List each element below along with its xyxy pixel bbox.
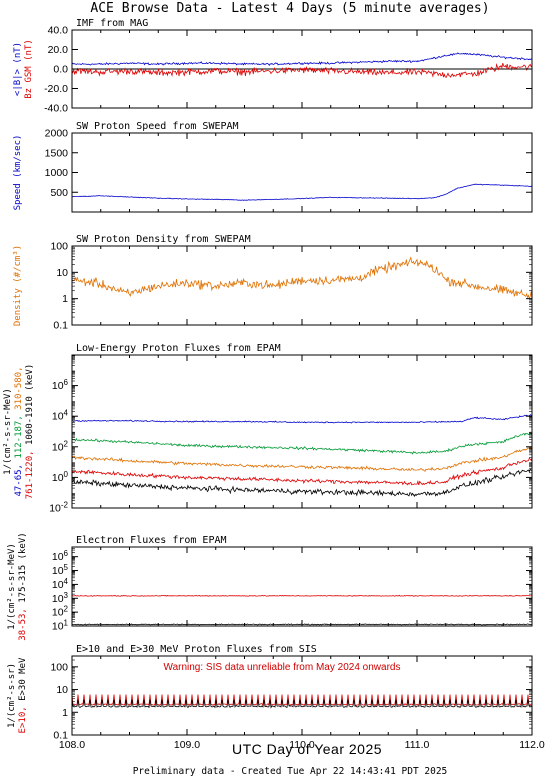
series-line-1 [72,256,532,300]
y-axis-label: 761-1220, 1060-1910 (keV) [25,364,35,499]
panel-4: Low-Energy Proton Fluxes from EPAM 106 104… [3,343,533,515]
panel-title: Electron Fluxes from EPAM [76,535,227,546]
y-tick-label: 0.0 [53,64,68,76]
y-axis-label: <|B|> (nT) [13,42,23,96]
y-axis-label: 1/(cm²-s-sr) [7,663,17,728]
series-line-1 [72,52,532,67]
panels: IMF from MAG 40.0 20.0 0.0 -20.0 -40.0 <|B|> (… [3,18,545,751]
y-tick-label: 104 [52,577,69,591]
y-tick-label: 0.1 [53,320,68,332]
y-axis-label: 1/(cm²-s-sr-MeV) [3,388,13,475]
panel-2: SW Proton Speed from SWEPAM 2000 1500 1000 5… [13,121,533,213]
y-tick-label: 105 [52,563,69,577]
y-tick-label: 100 [52,470,69,484]
y-tick-label: 106 [52,378,69,392]
y-axis-label: Bz GSM (nT) [24,39,34,99]
y-tick-label: 1 [62,707,68,719]
x-tick-label: 109.0 [174,739,200,751]
y-tick-label: 102 [52,439,69,453]
y-tick-label: 1 [62,293,68,305]
y-tick-label: 102 [52,605,69,619]
figure-title: ACE Browse Data - Latest 4 Days (5 minut… [90,1,489,16]
y-tick-label: 10-2 [49,501,68,515]
y-tick-label: 10 [56,684,68,696]
panel-title: SW Proton Speed from SWEPAM [76,121,239,132]
series-line-2 [72,432,532,455]
y-tick-label: 100 [50,241,68,253]
series-line-2 [72,62,532,78]
panel-title: Low-Energy Proton Fluxes from EPAM [76,343,281,354]
series-line-1 [72,594,532,597]
y-tick-label: 20.0 [48,44,69,56]
x-axis-label: UTC Day of Year 2025 [232,741,382,757]
panel-title: IMF from MAG [76,18,148,29]
warning-annotation: Warning: SIS data unreliable from May 20… [164,662,401,673]
y-axis-label: E>10, E>30 MeV [18,657,28,733]
footer-note: Preliminary data - Created Tue Apr 22 14… [133,766,448,777]
series-line-1 [72,183,532,201]
y-tick-label: 1500 [45,147,69,159]
panel-frame [71,132,533,213]
y-tick-label: 40.0 [48,25,69,37]
panel-title: SW Proton Density from SWEPAM [76,234,251,245]
y-axis-label: 38-53, 175-315 (keV) [18,532,28,640]
series-line-5 [72,468,532,498]
y-tick-label: 103 [52,591,69,605]
x-tick-label: 112.0 [519,739,545,751]
series-line-4 [72,457,532,486]
x-axis-ticks: 108.0 109.0 110.0 111.0 112.0 [59,739,545,751]
x-tick-label: 111.0 [405,739,430,751]
panel-frame [71,546,533,627]
panel-3: SW Proton Density from SWEPAM 100 10 1 0.1 De… [13,234,533,332]
panel-title: E>10 and E>30 MeV Proton Fluxes from SIS [76,644,317,655]
x-tick-label: 108.0 [59,739,85,751]
panel-6: E>10 and E>30 MeV Proton Fluxes from SIS… [7,644,533,742]
y-tick-label: 1000 [45,167,69,179]
panel-5: Electron Fluxes from EPAM 106105104103102… [7,532,533,641]
series-line-3 [72,447,532,472]
y-tick-label: 100 [50,661,68,673]
y-tick-label: 10 [56,267,68,279]
y-tick-label: 101 [52,619,69,633]
series-line-2 [72,699,532,709]
y-axis-label: Density (#/cm³) [13,245,23,326]
y-tick-label: 0.1 [53,730,68,742]
y-tick-label: -40.0 [44,103,68,115]
y-axis-label: 1/(cm²-s-sr-MeV) [7,543,17,630]
y-tick-label: 500 [50,187,68,199]
panel-frame [71,245,533,326]
y-tick-label: 2000 [45,128,69,140]
y-axis-label: Speed (km/sec) [13,135,23,211]
panel-1: IMF from MAG 40.0 20.0 0.0 -20.0 -40.0 <|B|> (… [13,18,533,115]
x-tick-label: 110.0 [289,739,315,751]
y-tick-label: 104 [52,409,69,423]
y-tick-label: -20.0 [44,83,68,95]
series-line-1 [72,414,532,424]
y-axis-label: 47-65, 112-187, 310-580, [14,366,24,496]
y-tick-label: 106 [52,549,69,563]
